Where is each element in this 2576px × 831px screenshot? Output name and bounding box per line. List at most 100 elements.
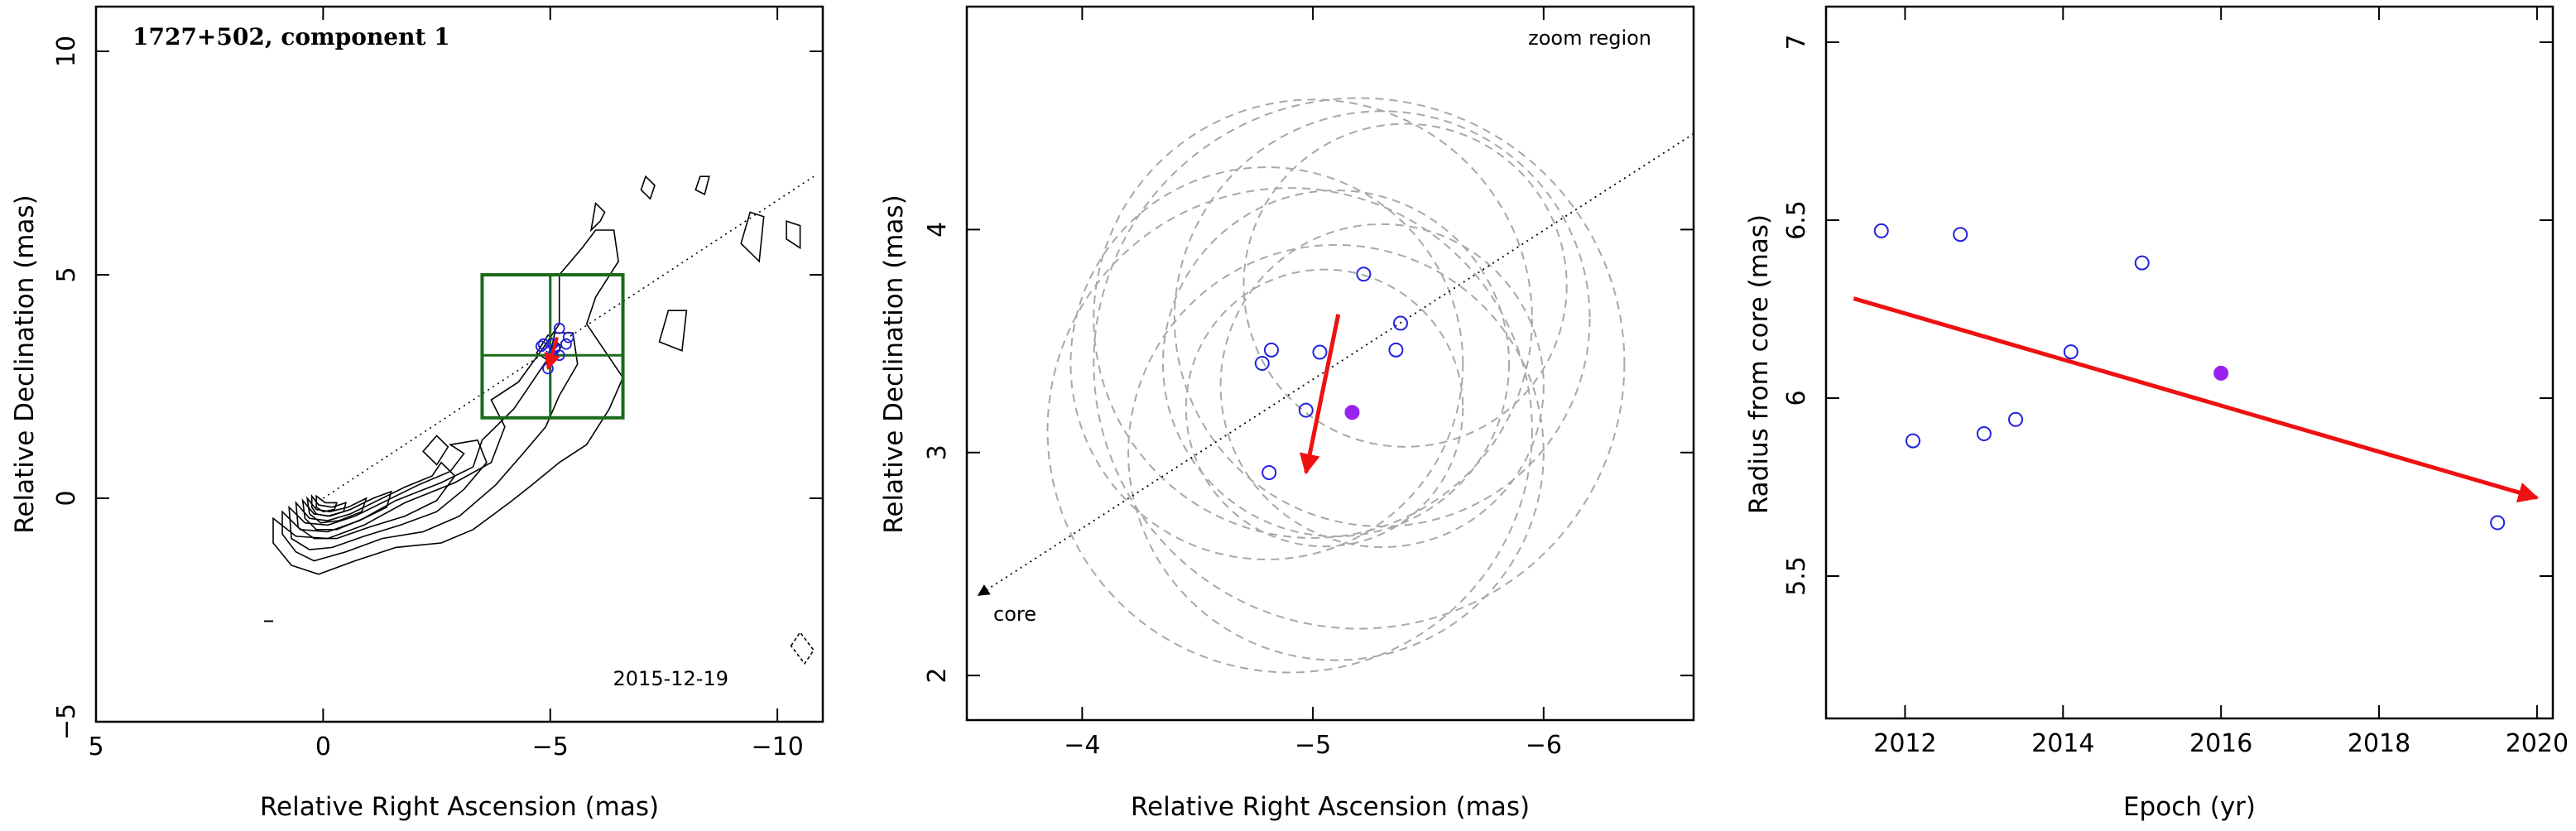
y-axis-label: Radius from core (mas) (1744, 214, 1774, 514)
zoom-region-label: zoom region (1528, 26, 1651, 50)
component-point (1312, 344, 1328, 360)
contour-line (740, 211, 765, 263)
y-tick-label: −5 (52, 704, 81, 740)
jet-axis-line (322, 175, 815, 499)
component-point (2008, 411, 2024, 427)
uncertainty-circle (1127, 243, 1545, 661)
component-point (1298, 402, 1314, 418)
motion-arrow-line (544, 337, 560, 371)
x-tick-label: 2016 (2189, 729, 2252, 758)
component-points (1254, 267, 1409, 480)
y-tick-label: 3 (923, 444, 952, 460)
component-point (1356, 267, 1372, 282)
epoch-label: 2015-12-19 (613, 667, 728, 690)
x-tick-label: −10 (751, 733, 803, 761)
motion-arrow-line (1299, 314, 1341, 475)
component-point (1388, 342, 1404, 358)
component-point (2134, 255, 2150, 271)
plot-frame (1824, 5, 2554, 720)
motion-arrow (1299, 314, 1341, 475)
uncertainty-circle (1185, 268, 1464, 548)
uncertainty-circle (1219, 223, 1545, 549)
contour-line (786, 220, 801, 250)
jet-axis-line (322, 175, 815, 499)
component-point (537, 338, 550, 350)
component-point (1254, 356, 1270, 371)
panel-left: 5 0 −5 −10 −5 0 5 10 1727+502, component 1 2015… (10, 5, 824, 822)
component-point (562, 331, 574, 343)
zoom-box-rect (480, 273, 625, 420)
component-point (1393, 315, 1409, 331)
component-points (1873, 223, 2506, 531)
component-point (560, 338, 572, 350)
contour-line (310, 493, 347, 517)
y-tick-label: 10 (52, 36, 81, 67)
motion-arrow (544, 337, 560, 371)
component-point (1953, 227, 1968, 243)
panel-middle: −4 −5 −6 2 3 4 zoom region core Relative Righ… (879, 5, 1695, 822)
contour-line (272, 229, 624, 575)
axis-ticks: 5 0 −5 −10 −5 0 5 10 (52, 7, 823, 761)
x-tick-label: −4 (1064, 731, 1100, 760)
component-point (535, 340, 547, 353)
contour-map (264, 175, 815, 665)
contour-line (315, 494, 338, 513)
component-point (1976, 426, 1992, 441)
component-point (1873, 223, 1889, 238)
contour-line (281, 332, 579, 562)
y-tick-label: 0 (52, 490, 81, 506)
y-tick-label: 6.5 (1782, 200, 1811, 240)
axis-ticks: −4 −5 −6 2 3 4 (923, 7, 1694, 760)
y-tick-label: 7 (1782, 34, 1811, 50)
uncertainty-circle (1046, 187, 1533, 674)
core-label: core (993, 603, 1036, 626)
contour-line (288, 439, 488, 550)
component-point (2063, 344, 2079, 360)
x-tick-label: 2012 (1873, 729, 1936, 758)
contour-line (589, 201, 606, 233)
x-axis-label: Relative Right Ascension (mas) (260, 792, 659, 822)
contour-line (658, 310, 688, 352)
jet-axis-line (977, 132, 1694, 596)
plot-frame (94, 5, 824, 723)
component-point (553, 322, 565, 334)
component-points (535, 322, 574, 375)
contour-line (305, 496, 368, 524)
current-epoch-point (2213, 365, 2229, 381)
y-tick-label: 5 (52, 267, 81, 282)
x-tick-label: −6 (1526, 731, 1562, 760)
y-axis-label: Relative Declination (mas) (879, 195, 909, 534)
y-tick-label: 4 (923, 222, 952, 238)
contour-line (422, 435, 449, 466)
axis-ticks: 2012 2014 2016 2018 2020 5.5 6 6.5 7 (1782, 7, 2569, 758)
x-tick-label: −5 (532, 733, 569, 761)
uncertainty-circle (1093, 97, 1626, 630)
contour-line (295, 461, 456, 540)
x-tick-label: 2014 (2031, 729, 2094, 758)
component-point (2490, 515, 2506, 531)
x-tick-label: 5 (88, 733, 103, 761)
uncertainty-circle (1161, 189, 1511, 538)
component-point (1262, 464, 1277, 480)
uncertainty-circle (1069, 166, 1464, 560)
y-axis-label: Relative Declination (mas) (10, 195, 40, 534)
plot-frame (965, 5, 1695, 722)
y-tick-label: 2 (923, 668, 952, 684)
y-tick-label: 5.5 (1782, 556, 1811, 596)
current-epoch-point (1344, 405, 1360, 420)
x-tick-label: 0 (315, 733, 331, 761)
uncertainty-circle (1093, 98, 1533, 539)
chart-title: 1727+502, component 1 (132, 23, 450, 50)
trend-arrow (1853, 296, 2540, 503)
x-tick-label: 2020 (2506, 729, 2569, 758)
uncertainty-circles (1046, 97, 1626, 674)
contour-line (790, 631, 815, 665)
y-tick-label: 6 (1782, 390, 1811, 406)
component-point (1263, 342, 1279, 358)
contour-line (640, 175, 656, 200)
uncertainty-circle (1242, 122, 1568, 448)
uncertainty-circle (1173, 110, 1591, 527)
